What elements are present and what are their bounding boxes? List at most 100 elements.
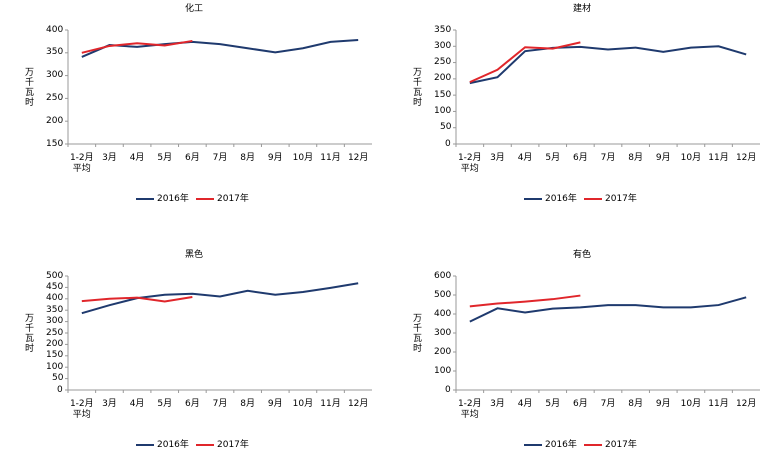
- x-tick-label: 9月: [655, 399, 671, 409]
- y-axis-label: 万千瓦时: [411, 313, 421, 353]
- x-tick-label: 5月: [545, 153, 561, 163]
- legend-label: 2017年: [217, 193, 249, 204]
- x-tick-label: 3月: [490, 399, 505, 409]
- x-tick-label: 5月: [157, 399, 173, 409]
- x-tick-label: 8月: [240, 399, 255, 409]
- chart-panel: 化工 万千瓦时 150 200 250 300 350 400 1-2月 平均 3月 4月 5月 6月 7…: [0, 0, 388, 231]
- y-tick-label: 250: [46, 327, 64, 338]
- x-tick-label: 5月: [157, 153, 173, 163]
- x-tick-label: 1-2月 平均: [69, 399, 94, 420]
- y-tick-label: 400: [46, 293, 64, 304]
- y-tick-label: 300: [434, 40, 452, 51]
- series-line: [469, 294, 581, 308]
- y-tick-label: 250: [46, 92, 64, 103]
- x-tick-label: 11月: [708, 399, 729, 409]
- x-tick-label: 6月: [572, 153, 588, 163]
- x-tick-label: 7月: [600, 153, 616, 163]
- y-tick-label: 500: [46, 270, 64, 281]
- x-tick-label: 8月: [240, 153, 255, 163]
- y-tick-label: 200: [46, 115, 64, 126]
- y-tick-label: 150: [46, 138, 64, 149]
- y-tick-label: 200: [434, 73, 452, 84]
- y-tick-label: 100: [46, 361, 64, 372]
- series-line: [469, 45, 747, 85]
- x-tick-label: 8月: [628, 399, 643, 409]
- x-tick-label: 10月: [292, 153, 314, 163]
- chart-panel: 有色 万千瓦时 0 100 200 300 400 500 600 1-2月 平均 3月 4月 5月 6月…: [388, 246, 776, 462]
- x-tick-label: 6月: [184, 399, 200, 409]
- chart-panel: 黑色 万千瓦时 0 50 100 150 200 250 300 350 400 450 500 1-2月…: [0, 246, 388, 462]
- x-tick-label: 11月: [708, 153, 729, 163]
- x-tick-label: 3月: [102, 399, 117, 409]
- x-tick-label: 1-2月 平均: [457, 399, 482, 420]
- legend-label: 2017年: [217, 439, 249, 450]
- chart: [65, 275, 372, 446]
- chart: [453, 275, 760, 446]
- y-tick-label: 50: [440, 122, 452, 133]
- y-tick-label: 200: [434, 346, 452, 357]
- chart-title: 有色: [573, 249, 592, 260]
- x-tick-label: 9月: [267, 399, 283, 409]
- legend-label: 2016年: [157, 439, 189, 450]
- y-tick-label: 150: [434, 89, 452, 100]
- y-tick-label: 100: [434, 365, 452, 376]
- x-tick-label: 11月: [320, 399, 341, 409]
- x-tick-label: 12月: [735, 153, 757, 163]
- series-line: [81, 282, 359, 315]
- x-tick-label: 4月: [129, 153, 145, 163]
- x-tick-label: 9月: [267, 153, 283, 163]
- y-tick-label: 400: [46, 24, 64, 35]
- series-line: [81, 39, 193, 54]
- x-tick-label: 12月: [347, 399, 369, 409]
- x-tick-label: 12月: [735, 399, 757, 409]
- x-tick-label: 7月: [212, 399, 228, 409]
- x-tick-label: 10月: [680, 399, 702, 409]
- x-tick-label: 5月: [545, 399, 561, 409]
- y-tick-label: 200: [46, 338, 64, 349]
- x-tick-label: 6月: [184, 153, 200, 163]
- y-tick-label: 300: [46, 316, 64, 327]
- x-tick-label: 1-2月 平均: [69, 153, 94, 174]
- y-tick-label: 350: [46, 47, 64, 58]
- x-tick-label: 1-2月 平均: [457, 153, 482, 174]
- y-tick-label: 100: [434, 105, 452, 116]
- legend-label: 2016年: [157, 193, 189, 204]
- y-axis-label: 万千瓦时: [411, 67, 421, 107]
- series-line: [469, 41, 581, 84]
- series-line: [81, 295, 193, 303]
- y-tick-label: 300: [46, 70, 64, 81]
- y-axis-label: 万千瓦时: [23, 67, 33, 107]
- y-tick-label: 350: [46, 304, 64, 315]
- y-tick-label: 0: [445, 138, 451, 149]
- y-tick-label: 0: [57, 384, 63, 395]
- x-tick-label: 7月: [212, 153, 228, 163]
- x-tick-label: 4月: [517, 399, 533, 409]
- y-tick-label: 450: [46, 281, 64, 292]
- x-tick-label: 4月: [517, 153, 533, 163]
- x-tick-label: 7月: [600, 399, 616, 409]
- chart-panel: 建材 万千瓦时 0 50 100 150 200 250 300 350 1-2月 平均 3月 4月 5月…: [388, 0, 776, 231]
- x-tick-label: 6月: [572, 399, 588, 409]
- legend-label: 2016年: [545, 193, 577, 204]
- x-tick-label: 10月: [680, 153, 702, 163]
- x-tick-label: 10月: [292, 399, 314, 409]
- x-tick-label: 9月: [655, 153, 671, 163]
- y-tick-label: 350: [434, 24, 452, 35]
- y-tick-label: 0: [445, 384, 451, 395]
- x-tick-label: 4月: [129, 399, 145, 409]
- legend-label: 2016年: [545, 439, 577, 450]
- x-tick-label: 3月: [490, 153, 505, 163]
- x-tick-label: 12月: [347, 153, 369, 163]
- y-axis-label: 万千瓦时: [23, 313, 33, 353]
- series-line: [469, 296, 747, 323]
- chart-title: 建材: [573, 3, 592, 14]
- x-tick-label: 8月: [628, 153, 643, 163]
- y-tick-label: 500: [434, 289, 452, 300]
- chart: [453, 29, 760, 200]
- y-tick-label: 50: [52, 373, 64, 384]
- legend-label: 2017年: [605, 193, 637, 204]
- x-tick-label: 3月: [102, 153, 117, 163]
- y-tick-label: 400: [434, 308, 452, 319]
- chart: [65, 29, 372, 200]
